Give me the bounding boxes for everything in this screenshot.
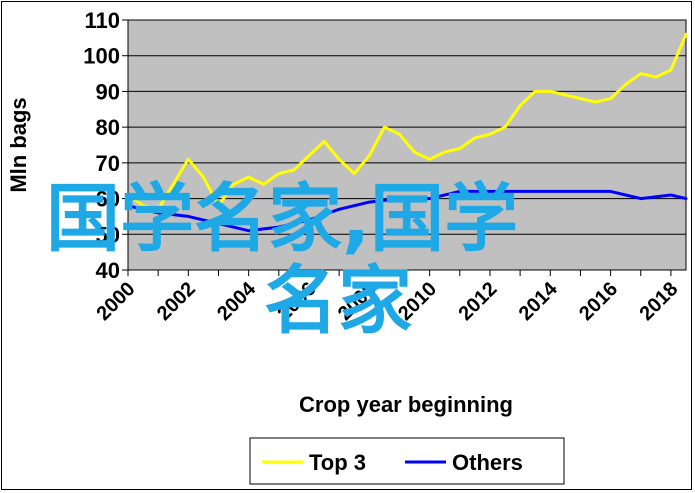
x-tick-label: 2000 [93, 278, 140, 325]
y-tick-label: 70 [96, 151, 120, 176]
y-tick-label: 60 [96, 187, 120, 212]
x-tick-label: 2016 [575, 278, 622, 325]
y-tick-label: 100 [83, 44, 120, 69]
overlay-text-line-1: 国学名家,国学 [46, 176, 518, 262]
y-tick-label: 110 [85, 8, 121, 33]
x-axis-title: Crop year beginning [299, 392, 513, 417]
y-tick-label: 80 [96, 115, 120, 140]
y-axis-title: Mln bags [6, 97, 31, 192]
x-tick-label: 2012 [454, 278, 501, 325]
legend-label-top3: Top 3 [309, 450, 366, 475]
watermark-overlay: 国学名家,国学 名家 [46, 176, 518, 344]
x-tick-label: 2018 [635, 278, 682, 325]
series-layer [126, 32, 688, 233]
y-axis: 40 50 60 70 80 90 100 110 [83, 8, 128, 283]
legend: Top 3 Others [249, 437, 565, 485]
overlay-text-line-2: 名家 [264, 258, 412, 344]
y-tick-label: 50 [96, 222, 120, 247]
legend-label-others: Others [452, 450, 523, 475]
y-tick-label: 40 [96, 258, 120, 283]
y-tick-label: 90 [96, 79, 120, 104]
series-line-top3 [126, 32, 688, 211]
x-tick-label: 2004 [213, 277, 261, 325]
x-tick-label: 2014 [515, 277, 563, 325]
series-line-others [126, 189, 688, 233]
x-tick-label: 2002 [153, 278, 200, 325]
